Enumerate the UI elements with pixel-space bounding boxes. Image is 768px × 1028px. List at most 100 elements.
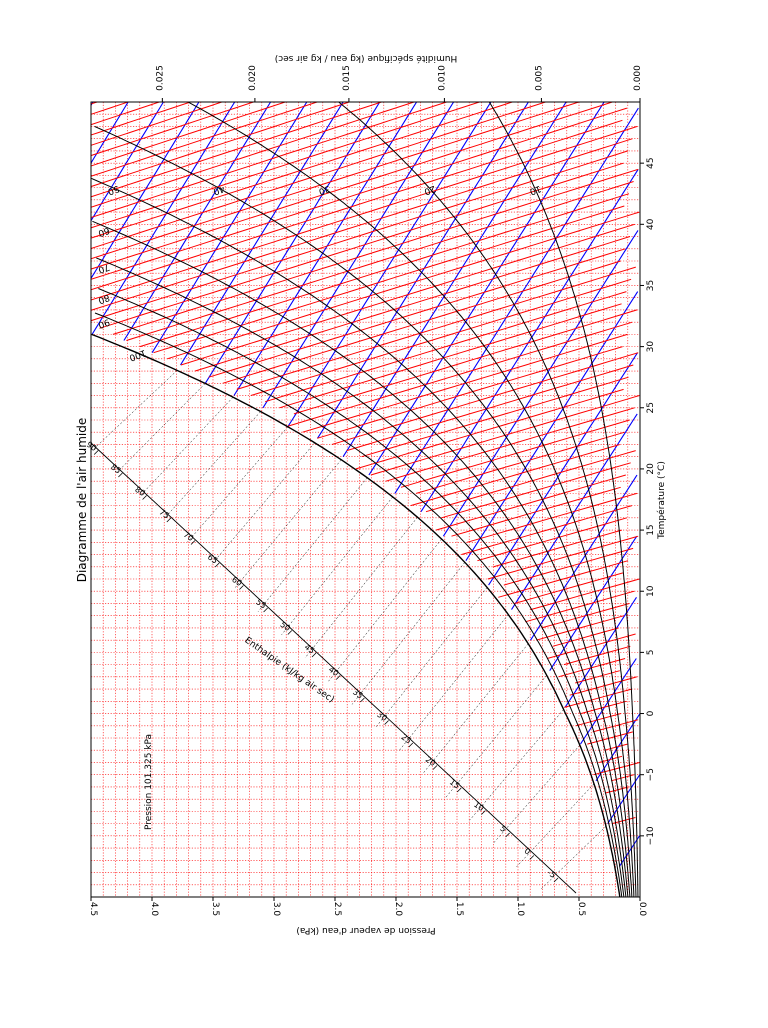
specific-volume-line	[208, 248, 626, 378]
specific-volume-line	[361, 376, 629, 458]
specific-volume-line	[0, 102, 66, 218]
specific-volume-line	[441, 462, 631, 519]
y-left-tick-label: 0.5	[576, 902, 586, 916]
enthalpy-tick-label: 70	[182, 530, 196, 543]
specific-volume-line	[552, 627, 619, 647]
enthalpy-line	[317, 102, 529, 439]
y-left-tick-label: 3.0	[271, 902, 281, 917]
specific-volume-line	[293, 309, 638, 415]
enthalpy-tick-label: 35	[351, 687, 365, 700]
y-right-tick-label: 0.015	[342, 65, 352, 91]
enthalpy-line	[91, 102, 200, 280]
specific-volume-line	[416, 431, 625, 494]
enthalpy-line	[465, 291, 639, 561]
specific-volume-line	[91, 102, 222, 146]
specific-volume-line	[564, 688, 632, 708]
specific-volume-line	[477, 517, 628, 562]
enthalpy-tick	[287, 630, 293, 635]
specific-volume-line	[91, 126, 638, 301]
enthalpy-guide-line	[375, 587, 488, 728]
specific-volume-line	[112, 168, 639, 335]
specific-volume-line	[547, 633, 636, 659]
enthalpy-line	[180, 102, 344, 366]
enthalpy-tick	[311, 652, 317, 658]
enthalpy-line	[151, 102, 308, 353]
x-tick-label: 25	[646, 402, 656, 413]
enthalpy-tick	[335, 675, 341, 680]
enthalpy-tick	[432, 765, 438, 770]
enthalpy-line	[233, 102, 418, 396]
specific-volume-line	[91, 107, 628, 280]
enthalpy-line	[442, 230, 639, 537]
enthalpy-tick	[481, 810, 486, 815]
x-tick-label: −10	[646, 826, 656, 845]
enthalpy-line	[0, 102, 23, 273]
specific-volume-line	[410, 444, 620, 507]
enthalpy-tick	[384, 720, 389, 725]
y-right-axis-label: Humidité spécifique (kg eau / kg air sec…	[275, 53, 458, 64]
specific-volume-line	[265, 291, 627, 403]
enthalpy-tick-label: 25	[399, 732, 413, 745]
enthalpy-line	[91, 102, 164, 222]
enthalpy-tick	[553, 877, 559, 883]
enthalpy-line	[488, 352, 638, 586]
specific-volume-line	[153, 205, 625, 354]
specific-volume-line	[385, 407, 635, 482]
y-left-tick-label: 2.0	[393, 902, 403, 917]
enthalpy-line	[204, 102, 381, 384]
relative-humidity-label: 60	[96, 225, 110, 238]
chart-title: Diagramme de l'air humide	[75, 418, 89, 583]
specific-volume-line	[461, 505, 633, 555]
relative-humidity-label: 20	[422, 183, 436, 196]
enthalpy-tick-label: 80	[133, 485, 147, 498]
y-left-tick-label: 2.5	[332, 902, 342, 916]
enthalpy-tick-label: 50	[278, 620, 292, 633]
enthalpy-line	[342, 102, 567, 457]
enthalpy-tick	[190, 540, 196, 545]
specific-volume-line	[91, 102, 546, 250]
specific-volume-line	[126, 181, 634, 341]
enthalpy-tick-label: 75	[157, 507, 171, 520]
specific-volume-line	[563, 645, 631, 666]
specific-volume-line	[466, 492, 638, 543]
enthalpy-guide-line	[210, 442, 315, 566]
curve-labels-layer: 10 20 30 40 50 60 70 80 90 100	[96, 183, 542, 362]
y-right-tick-label: 0.020	[248, 65, 258, 91]
relative-humidity-label: 100	[127, 347, 147, 362]
enthalpy-guide-line	[445, 675, 547, 798]
specific-volume-line	[317, 346, 623, 439]
specific-volume-line	[493, 529, 622, 568]
enthalpy-guide-line	[93, 370, 178, 450]
specific-volume-line	[575, 670, 620, 684]
specific-volume-line	[91, 102, 415, 208]
enthalpy-guide-line	[398, 614, 509, 751]
enthalpy-tick	[214, 562, 220, 568]
enthalpy-line	[123, 102, 272, 341]
enthalpy-guide-layer	[90, 370, 607, 894]
enthalpy-guide-line	[469, 709, 564, 821]
x-tick-label: −5	[646, 768, 656, 781]
relative-humidity-label: 70	[96, 261, 110, 274]
specific-volume-line	[287, 321, 633, 427]
relative-humidity-curve	[98, 288, 625, 897]
y-left-tick-label: 4.0	[149, 902, 159, 917]
enthalpy-line	[530, 474, 638, 641]
enthalpy-tick	[118, 472, 123, 478]
specific-volume-line	[99, 162, 624, 329]
enthalpy-scale-line	[90, 442, 577, 894]
enthalpy-line	[394, 107, 639, 494]
enthalpy-tick	[505, 832, 510, 838]
specific-volume-line	[250, 278, 632, 396]
specific-volume-line	[400, 419, 630, 488]
enthalpy-tick	[142, 495, 147, 500]
specific-volume-line	[236, 266, 636, 390]
enthalpy-guide-line	[163, 411, 261, 519]
specific-volume-line	[91, 102, 579, 260]
enthalpy-guide-line	[539, 826, 607, 891]
specific-volume-line	[91, 138, 633, 311]
enthalpy-tick-label: 60	[230, 575, 244, 588]
enthalpy-tick	[166, 517, 172, 523]
specific-volume-line	[425, 450, 636, 513]
enthalpy-tick	[93, 450, 99, 455]
relative-humidity-label: 40	[211, 183, 225, 196]
